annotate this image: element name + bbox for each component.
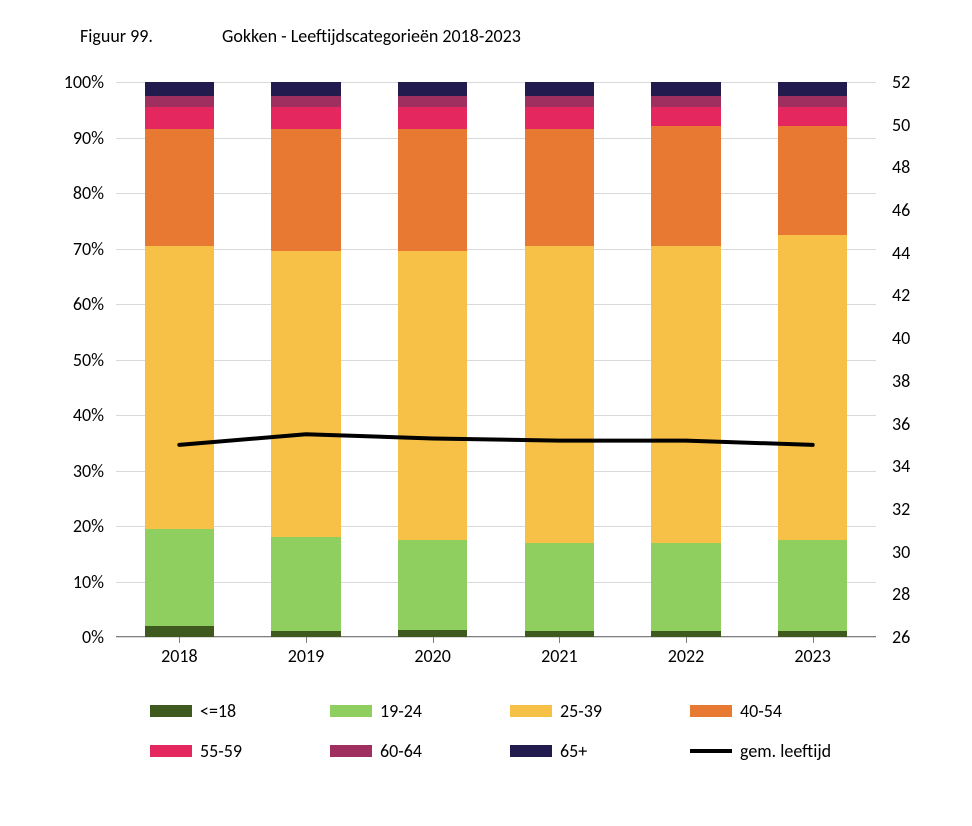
y-right-tick-label: 26 xyxy=(892,626,910,648)
y-left-tick-label: 70% xyxy=(73,238,104,260)
figure-number: Figuur 99. xyxy=(80,25,153,47)
x-tick xyxy=(179,637,180,643)
x-tick xyxy=(813,637,814,643)
x-tick xyxy=(686,637,687,643)
legend-label: 19-24 xyxy=(380,700,422,722)
legend-item: gem. leeftijd xyxy=(690,740,831,762)
y-right-tick-label: 48 xyxy=(892,156,910,178)
y-right-tick-label: 38 xyxy=(892,370,910,392)
y-left-tick-label: 90% xyxy=(73,127,104,149)
x-tick xyxy=(559,637,560,643)
legend-label: 60-64 xyxy=(380,740,422,762)
legend-item: 55-59 xyxy=(150,740,242,762)
legend-box-swatch xyxy=(150,745,192,757)
y-left-tick-label: 10% xyxy=(73,571,104,593)
legend-item: 25-39 xyxy=(510,700,602,722)
y-left-tick-label: 30% xyxy=(73,460,104,482)
legend-label: 25-39 xyxy=(560,700,602,722)
legend-box-swatch xyxy=(330,745,372,757)
legend-box-swatch xyxy=(150,705,192,717)
y-left-tick-label: 0% xyxy=(82,626,104,648)
y-right-tick-label: 46 xyxy=(892,199,910,221)
y-right-tick-label: 52 xyxy=(892,71,910,93)
legend-box-swatch xyxy=(510,745,552,757)
legend-item: 19-24 xyxy=(330,700,422,722)
legend-box-swatch xyxy=(690,705,732,717)
avg-age-line xyxy=(116,82,876,637)
x-tick-label: 2020 xyxy=(408,645,458,667)
legend-item: 60-64 xyxy=(330,740,422,762)
y-left-tick-label: 60% xyxy=(73,293,104,315)
y-left-tick-label: 50% xyxy=(73,349,104,371)
legend-box-swatch xyxy=(330,705,372,717)
legend-label: <=18 xyxy=(200,700,236,722)
y-right-tick-label: 44 xyxy=(892,242,910,264)
legend-label: 65+ xyxy=(560,740,587,762)
x-tick xyxy=(306,637,307,643)
legend-box-swatch xyxy=(510,705,552,717)
stacked-bar-chart xyxy=(116,82,876,637)
y-right-tick-label: 30 xyxy=(892,541,910,563)
y-right-tick-label: 32 xyxy=(892,498,910,520)
gridline xyxy=(116,637,876,638)
y-right-tick-label: 34 xyxy=(892,455,910,477)
x-tick-label: 2023 xyxy=(788,645,838,667)
x-tick-label: 2019 xyxy=(281,645,331,667)
legend-label: gem. leeftijd xyxy=(740,740,831,762)
y-right-tick-label: 36 xyxy=(892,413,910,435)
legend-label: 55-59 xyxy=(200,740,242,762)
legend-line-swatch xyxy=(690,749,732,753)
legend-label: 40-54 xyxy=(740,700,782,722)
y-right-tick-label: 50 xyxy=(892,114,910,136)
x-tick xyxy=(433,637,434,643)
x-tick-label: 2021 xyxy=(534,645,584,667)
y-left-tick-label: 40% xyxy=(73,404,104,426)
y-left-tick-label: 80% xyxy=(73,182,104,204)
legend-item: 65+ xyxy=(510,740,587,762)
legend-item: 40-54 xyxy=(690,700,782,722)
y-left-tick-label: 20% xyxy=(73,515,104,537)
legend-item: <=18 xyxy=(150,700,236,722)
x-tick-label: 2022 xyxy=(661,645,711,667)
x-tick-label: 2018 xyxy=(154,645,204,667)
y-left-tick-label: 100% xyxy=(64,71,104,93)
y-right-tick-label: 28 xyxy=(892,583,910,605)
y-right-tick-label: 40 xyxy=(892,327,910,349)
y-right-tick-label: 42 xyxy=(892,284,910,306)
figure-title: Gokken - Leeftijdscategorieën 2018-2023 xyxy=(222,25,521,47)
